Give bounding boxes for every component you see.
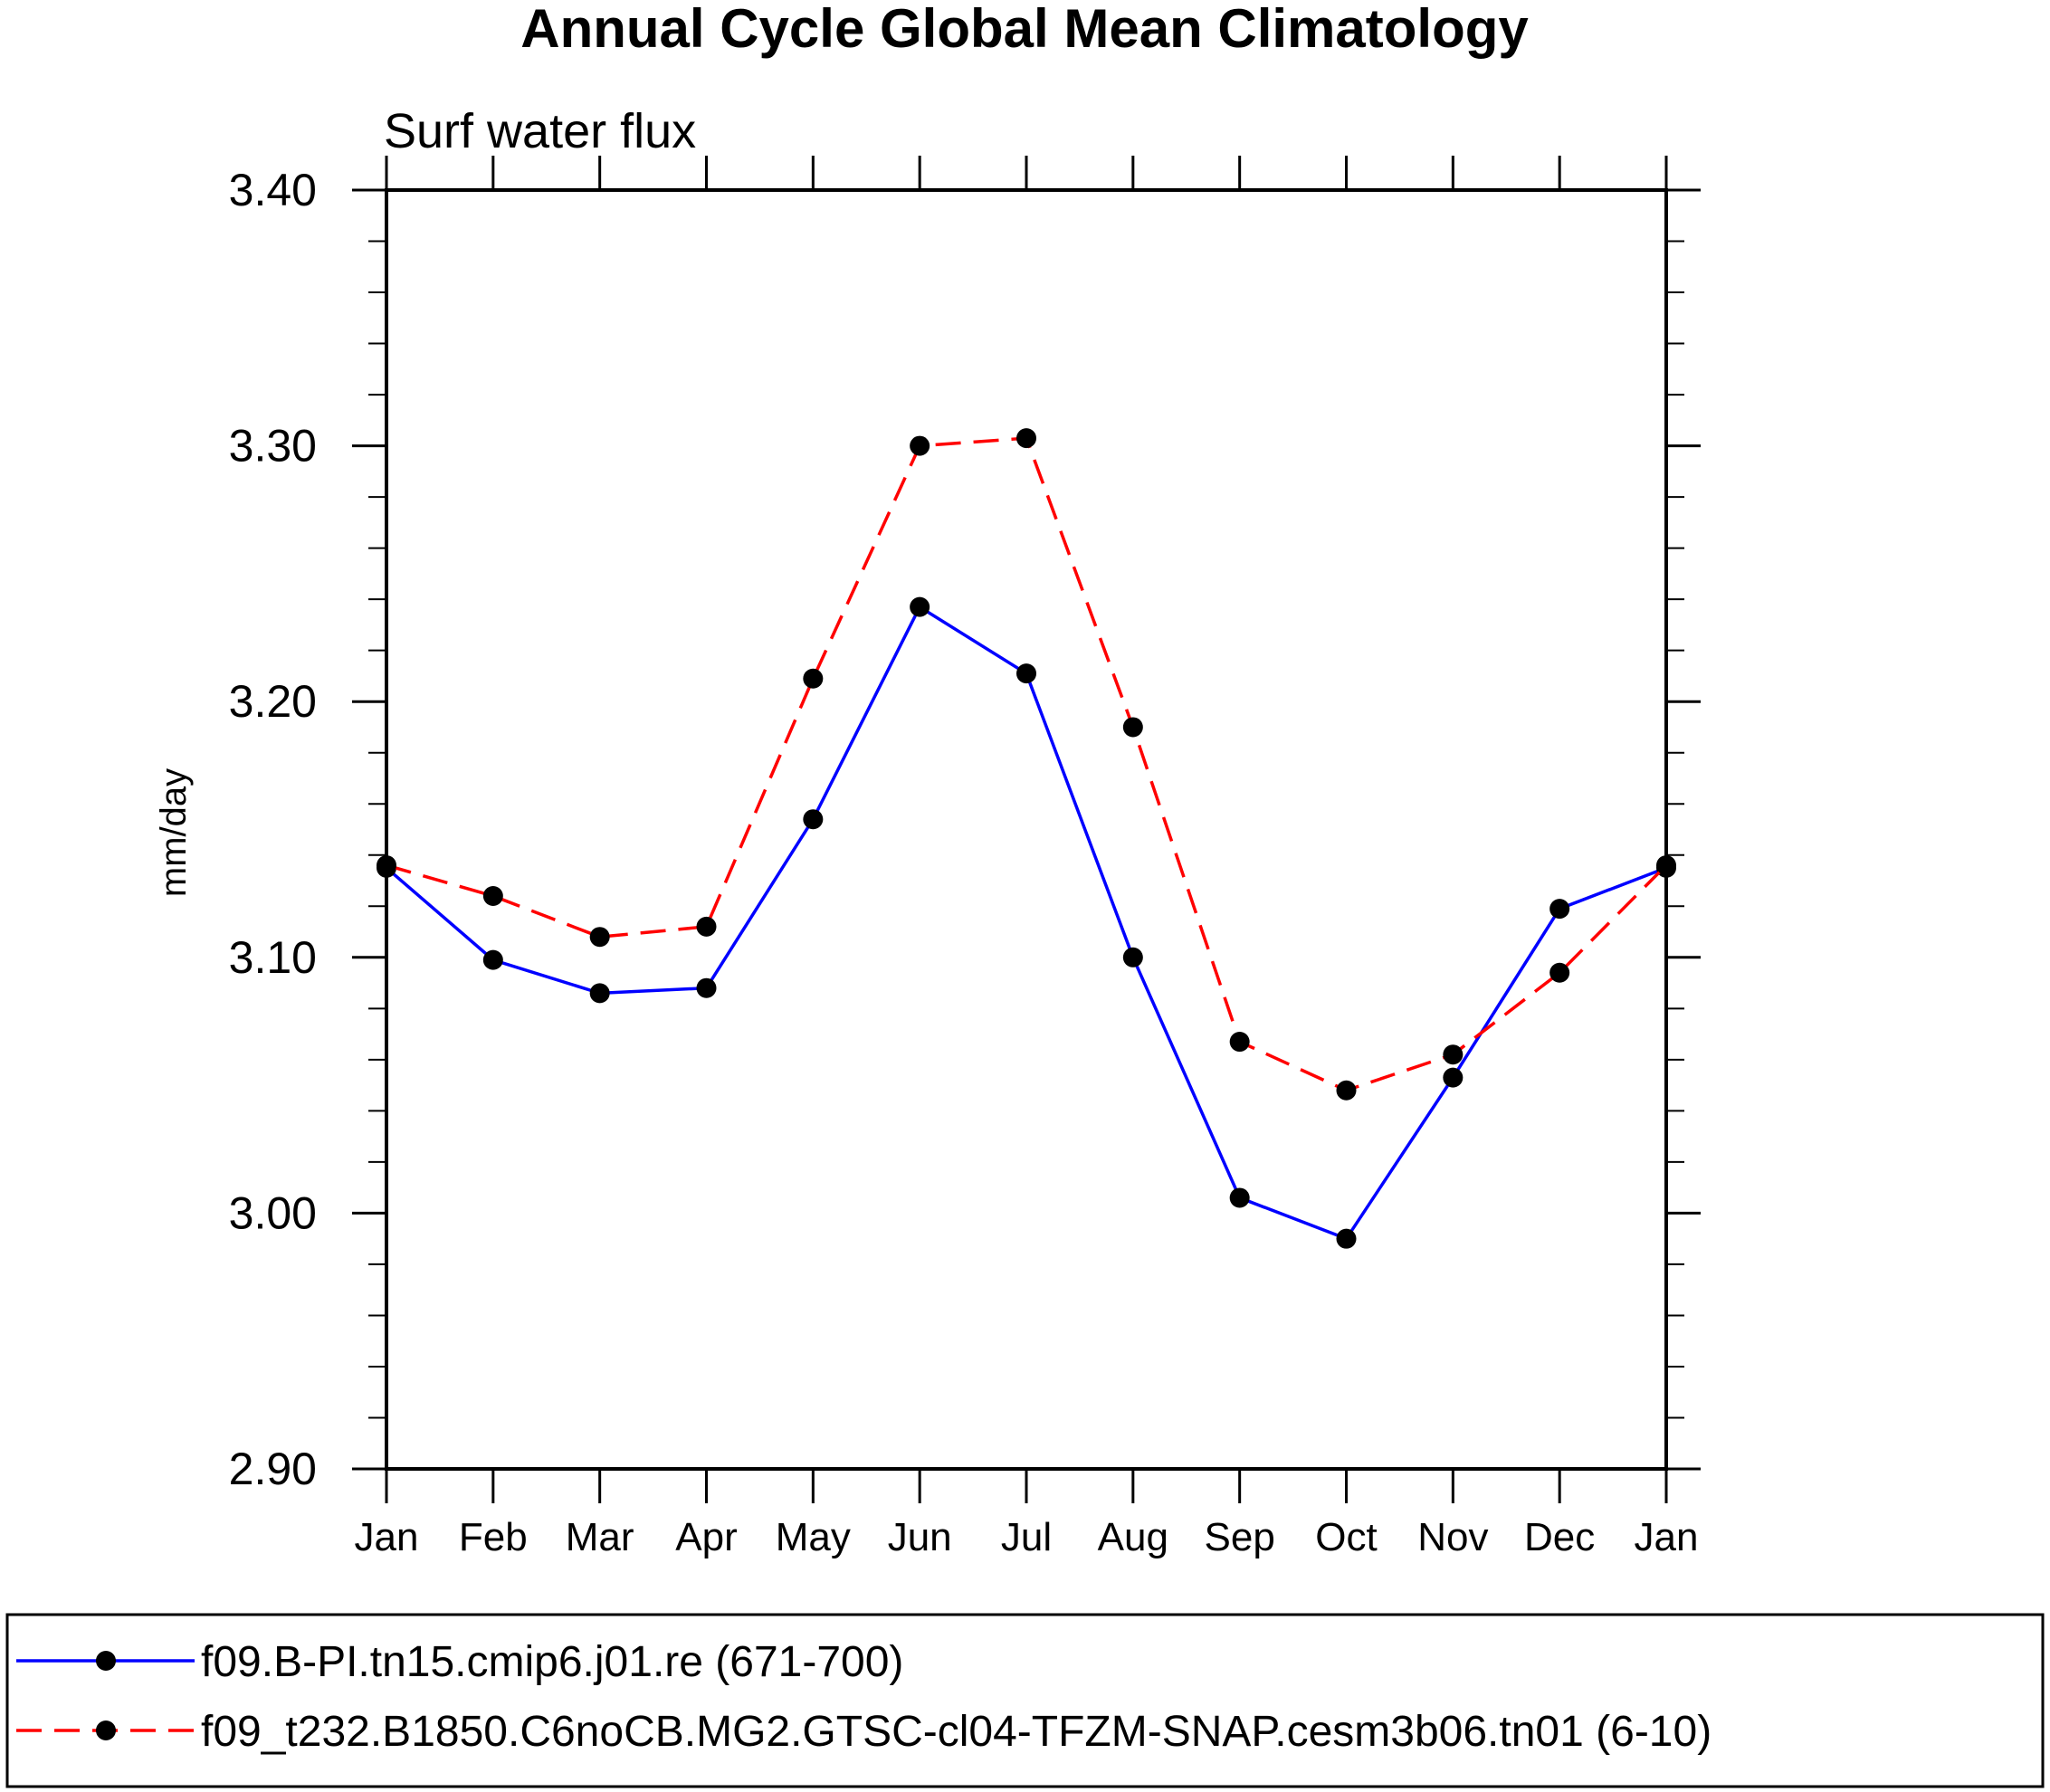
x-tick-label: Mar	[566, 1515, 634, 1559]
y-tick-label: 3.20	[229, 676, 317, 727]
x-tick-label: Jan	[355, 1515, 419, 1559]
x-tick-label: Feb	[459, 1515, 528, 1559]
y-tick-label: 3.40	[229, 165, 317, 215]
series-1-point	[696, 977, 717, 998]
y-tick-label: 3.10	[229, 932, 317, 983]
series-2-point	[696, 916, 717, 937]
series-line-1	[385, 605, 1667, 1241]
legend: f09.B-PI.tn15.cmip6.j01.re (671-700) f09_…	[5, 1613, 2045, 1788]
x-tick-label: Apr	[675, 1515, 737, 1559]
chart-subtitle: Surf water flux	[384, 104, 696, 158]
series-1-point	[1336, 1228, 1357, 1249]
y-axis-label: mm/day	[154, 768, 194, 897]
x-tick-labels: Jan Feb Mar Apr May Jun Jul Aug Sep Oct Nov Dec Jan	[355, 1515, 1699, 1559]
plot-frame	[385, 188, 1668, 1471]
x-tick-label: Dec	[1524, 1515, 1595, 1559]
legend-items: f09.B-PI.tn15.cmip6.j01.re (671-700) f09_…	[16, 1638, 1712, 1756]
x-tick-label: Sep	[1205, 1515, 1275, 1559]
legend-marker-2	[96, 1721, 116, 1740]
series-2-point	[1443, 1044, 1464, 1065]
legend-label-1: f09.B-PI.tn15.cmip6.j01.re (671-700)	[201, 1638, 903, 1686]
x-tick-label: May	[776, 1515, 851, 1559]
y-tick-label: 3.00	[229, 1187, 317, 1238]
series-2-point	[1016, 428, 1036, 449]
series-2-point	[1122, 717, 1143, 738]
series-1-point	[1549, 899, 1570, 920]
series-2-point	[589, 927, 610, 948]
series-1-point	[1122, 947, 1143, 967]
y-tick-label: 2.90	[229, 1444, 317, 1494]
series-2-point	[1336, 1080, 1357, 1101]
x-tick-label: Jun	[888, 1515, 952, 1559]
series-2-point	[910, 435, 930, 456]
chart-title: Annual Cycle Global Mean Climatology	[520, 0, 1529, 59]
series-2-point	[803, 668, 824, 689]
series-1-point	[589, 983, 610, 1004]
x-tick-label: Nov	[1417, 1515, 1488, 1559]
series-2-point	[1229, 1032, 1250, 1053]
series-layer	[377, 428, 1676, 1249]
legend-label-2: f09_t232.B1850.C6noCB.MG2.GTSC-cl04-TFZM…	[201, 1708, 1712, 1756]
series-2-point	[482, 885, 503, 906]
x-tick-label: Jul	[1001, 1515, 1052, 1559]
series-1-point	[910, 596, 930, 617]
x-tick-label: Jan	[1635, 1515, 1699, 1559]
series-1-point	[1229, 1187, 1250, 1208]
x-tick-label: Aug	[1098, 1515, 1168, 1559]
y-tick-label: 3.30	[229, 421, 317, 472]
x-tick-label: Oct	[1315, 1515, 1377, 1559]
legend-box	[5, 1613, 2045, 1788]
series-1-point	[803, 809, 824, 830]
axis-ticks	[352, 156, 1701, 1503]
series-line-2	[386, 436, 1668, 1092]
series-1-point	[1443, 1067, 1464, 1088]
series-2-point	[1549, 962, 1570, 983]
series-1-point	[1016, 663, 1036, 684]
y-tick-labels: 2.90 3.00 3.10 3.20 3.30 3.40	[229, 165, 317, 1494]
series-1-point	[482, 949, 503, 970]
legend-marker-1	[96, 1651, 116, 1671]
